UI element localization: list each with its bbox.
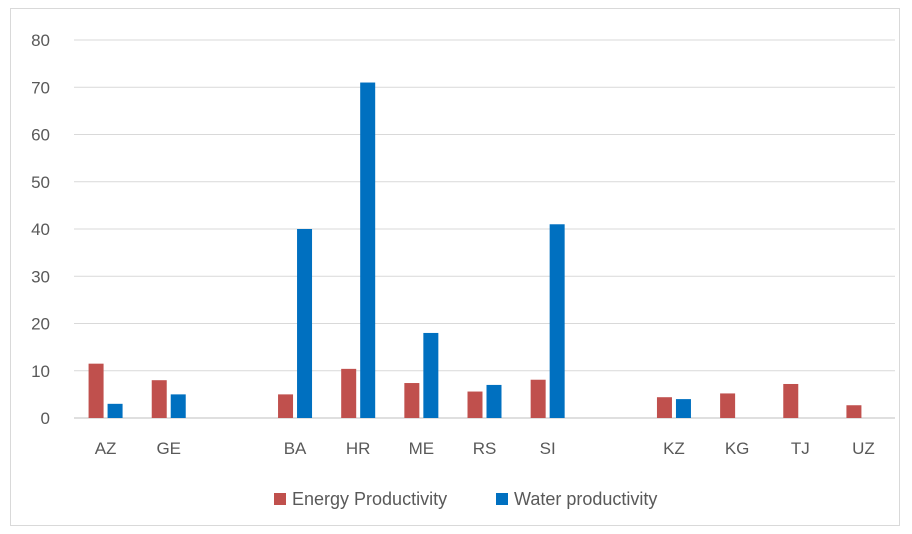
x-tick-label-hr: HR (346, 439, 371, 458)
y-tick-label: 50 (31, 173, 50, 192)
bars (88, 82, 862, 419)
bar-energy-ge (151, 380, 167, 418)
y-tick-label: 80 (31, 31, 50, 50)
bar-water-hr (360, 82, 376, 419)
legend-label-energy: Energy Productivity (292, 489, 447, 509)
x-tick-label-si: SI (540, 439, 556, 458)
y-tick-label: 20 (31, 315, 50, 334)
x-tick-label-kz: KZ (663, 439, 685, 458)
x-tick-label-kg: KG (725, 439, 750, 458)
y-tick-label: 40 (31, 220, 50, 239)
bar-water-me (423, 332, 439, 418)
legend-swatch-energy (274, 493, 286, 505)
bar-water-si (549, 224, 565, 418)
bar-energy-si (530, 379, 546, 418)
x-tick-label-tj: TJ (791, 439, 810, 458)
chart-frame (10, 8, 900, 526)
y-tick-label: 70 (31, 78, 50, 97)
y-tick-label: 0 (41, 409, 50, 428)
bar-energy-tj (783, 383, 799, 418)
bar-energy-az (88, 363, 104, 418)
bar-water-ge (170, 394, 186, 418)
bar-water-az (107, 403, 123, 418)
x-tick-label-ge: GE (156, 439, 181, 458)
bar-energy-ba (278, 394, 294, 418)
x-tick-label-ba: BA (284, 439, 307, 458)
legend-swatch-water (496, 493, 508, 505)
bar-energy-rs (467, 391, 483, 418)
x-tick-label-uz: UZ (852, 439, 875, 458)
x-tick-label-az: AZ (95, 439, 117, 458)
bar-energy-kz (656, 397, 672, 418)
x-tick-label-rs: RS (473, 439, 497, 458)
bar-energy-me (404, 383, 420, 418)
legend: Energy Productivity Water productivity (274, 489, 657, 509)
y-axis-ticks: 0 10 20 30 40 50 60 70 80 (31, 31, 50, 428)
legend-label-water: Water productivity (514, 489, 657, 509)
bar-water-ba (297, 229, 313, 418)
y-tick-label: 30 (31, 267, 50, 286)
gridlines (74, 39, 895, 419)
y-tick-label: 10 (31, 362, 50, 381)
x-axis-ticks: AZ GE BA HR ME RS SI KZ KG TJ UZ (95, 439, 875, 458)
bar-energy-hr (341, 368, 357, 418)
x-tick-label-me: ME (409, 439, 435, 458)
bar-energy-kg (720, 393, 736, 418)
y-tick-label: 60 (31, 126, 50, 145)
bar-energy-uz (846, 405, 862, 418)
bar-water-rs (486, 384, 502, 418)
bar-water-kz (675, 399, 691, 418)
